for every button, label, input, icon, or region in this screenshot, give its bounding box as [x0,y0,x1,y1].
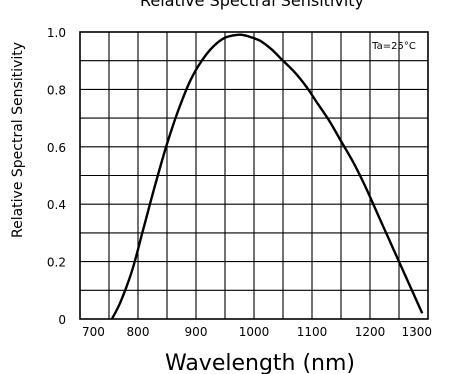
x-tick-label: 1200 [355,325,386,339]
x-tick-label: 1000 [239,325,270,339]
x-tick-label: 900 [185,325,208,339]
y-tick-labels: 0 0.2 0.4 0.6 0.8 1.0 [47,26,66,327]
x-axis-title: Wavelength (nm) [165,351,355,374]
x-tick-label: 1300 [401,325,432,339]
chart-title: Relative Spectral Sensitivity [140,0,364,10]
y-tick-label: 0.6 [47,141,66,155]
x-tick-labels: 700 800 900 1000 1100 1200 1300 [82,325,432,339]
y-tick-label: 0.4 [47,198,66,212]
y-tick-label: 1.0 [47,26,66,40]
temperature-annotation: Ta=25°C [371,41,416,52]
grid [80,32,428,319]
plot-frame [79,31,429,320]
y-tick-label: 0.8 [47,83,66,97]
sensitivity-curve [110,33,424,320]
x-tick-label: 1100 [297,325,328,339]
y-tick-label: 0.2 [47,256,66,270]
y-tick-label: 0 [58,313,66,327]
x-tick-label: 800 [127,325,150,339]
y-axis-title: Relative Spectral Sensitivity [10,42,26,238]
x-tick-label: 700 [82,325,105,339]
